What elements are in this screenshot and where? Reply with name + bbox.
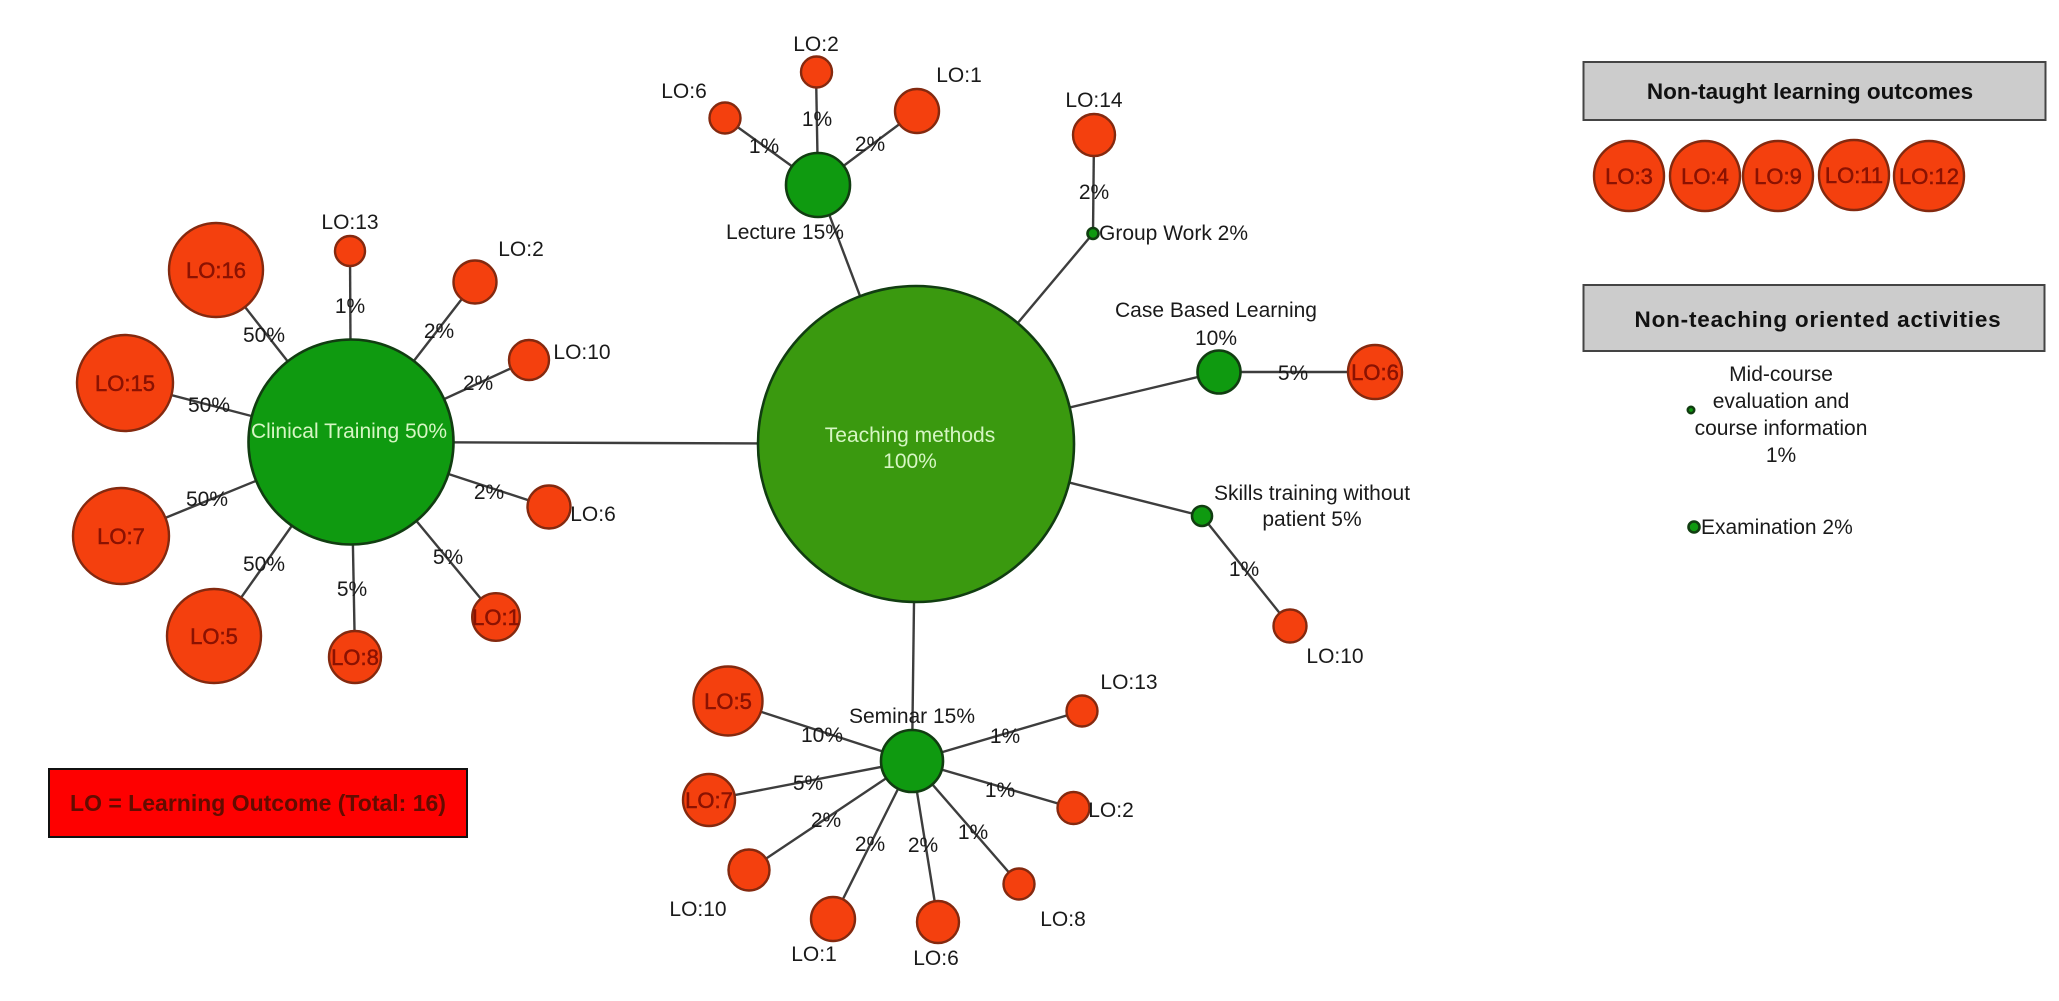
svg-text:Clinical Training 50%: Clinical Training 50% [251, 420, 447, 443]
svg-text:Skills training without: Skills training without [1214, 482, 1410, 505]
svg-text:1%: 1% [802, 108, 832, 131]
svg-text:50%: 50% [243, 324, 285, 347]
svg-text:LO:13: LO:13 [1100, 671, 1157, 694]
svg-text:LO:1: LO:1 [936, 64, 982, 87]
svg-text:LO:7: LO:7 [685, 788, 733, 813]
svg-text:course information: course information [1695, 417, 1868, 440]
svg-text:5%: 5% [793, 772, 823, 795]
svg-text:2%: 2% [855, 833, 885, 856]
svg-text:LO:7: LO:7 [97, 524, 145, 549]
svg-text:LO:9: LO:9 [1754, 164, 1802, 189]
svg-text:1%: 1% [335, 295, 365, 318]
svg-text:patient 5%: patient 5% [1262, 508, 1361, 531]
svg-text:Group Work 2%: Group Work 2% [1099, 222, 1248, 245]
svg-text:2%: 2% [474, 481, 504, 504]
svg-text:LO:2: LO:2 [1088, 799, 1134, 822]
svg-text:LO:11: LO:11 [1825, 163, 1883, 188]
svg-text:2%: 2% [855, 133, 885, 156]
svg-text:LO:1: LO:1 [472, 605, 520, 630]
svg-text:Examination 2%: Examination 2% [1701, 516, 1853, 539]
svg-text:Non-taught learning outcomes: Non-taught learning outcomes [1647, 79, 1973, 104]
svg-text:Seminar 15%: Seminar 15% [849, 705, 975, 728]
svg-text:LO:12: LO:12 [1899, 164, 1959, 189]
svg-text:LO:13: LO:13 [321, 211, 378, 234]
svg-text:10%: 10% [801, 724, 843, 747]
svg-text:LO = Learning Outcome (Total:: LO = Learning Outcome (Total: 16) [70, 790, 446, 816]
svg-text:LO:2: LO:2 [498, 238, 544, 261]
svg-text:1%: 1% [990, 725, 1020, 748]
svg-text:2%: 2% [908, 834, 938, 857]
svg-text:2%: 2% [424, 320, 454, 343]
svg-text:LO:8: LO:8 [331, 645, 379, 670]
svg-text:LO:8: LO:8 [1040, 908, 1086, 931]
svg-text:2%: 2% [811, 809, 841, 832]
svg-text:2%: 2% [463, 372, 493, 395]
svg-text:evaluation and: evaluation and [1713, 390, 1850, 413]
svg-text:5%: 5% [1278, 362, 1308, 385]
svg-text:LO:10: LO:10 [1306, 645, 1363, 668]
svg-text:LO:4: LO:4 [1681, 164, 1729, 189]
svg-text:LO:3: LO:3 [1605, 164, 1653, 189]
svg-text:LO:2: LO:2 [793, 33, 839, 56]
svg-text:100%: 100% [883, 450, 937, 473]
svg-text:1%: 1% [985, 779, 1015, 802]
svg-text:1%: 1% [1766, 444, 1796, 467]
svg-text:LO:6: LO:6 [570, 503, 616, 526]
svg-text:LO:6: LO:6 [1351, 360, 1399, 385]
svg-text:LO:6: LO:6 [661, 80, 707, 103]
svg-text:1%: 1% [1229, 558, 1259, 581]
svg-text:50%: 50% [186, 488, 228, 511]
svg-text:LO:10: LO:10 [553, 341, 610, 364]
svg-text:50%: 50% [188, 394, 230, 417]
svg-text:Case Based Learning: Case Based Learning [1115, 299, 1317, 322]
svg-text:LO:5: LO:5 [704, 689, 752, 714]
svg-text:LO:1: LO:1 [791, 943, 837, 966]
svg-text:LO:10: LO:10 [669, 898, 726, 921]
svg-text:LO:15: LO:15 [95, 371, 155, 396]
svg-text:1%: 1% [958, 821, 988, 844]
svg-text:50%: 50% [243, 553, 285, 576]
svg-text:LO:5: LO:5 [190, 624, 238, 649]
svg-text:LO:14: LO:14 [1065, 89, 1123, 112]
svg-text:1%: 1% [749, 135, 779, 158]
svg-text:Mid-course: Mid-course [1729, 363, 1833, 386]
svg-text:10%: 10% [1195, 327, 1237, 350]
svg-text:5%: 5% [337, 578, 367, 601]
svg-text:5%: 5% [433, 546, 463, 569]
svg-text:LO:16: LO:16 [186, 258, 246, 283]
svg-text:Lecture 15%: Lecture 15% [726, 221, 844, 244]
svg-text:Teaching methods: Teaching methods [825, 424, 995, 447]
svg-text:Non-teaching oriented activiti: Non-teaching oriented activities [1635, 307, 2002, 332]
svg-text:2%: 2% [1079, 181, 1109, 204]
svg-text:LO:6: LO:6 [913, 947, 959, 970]
